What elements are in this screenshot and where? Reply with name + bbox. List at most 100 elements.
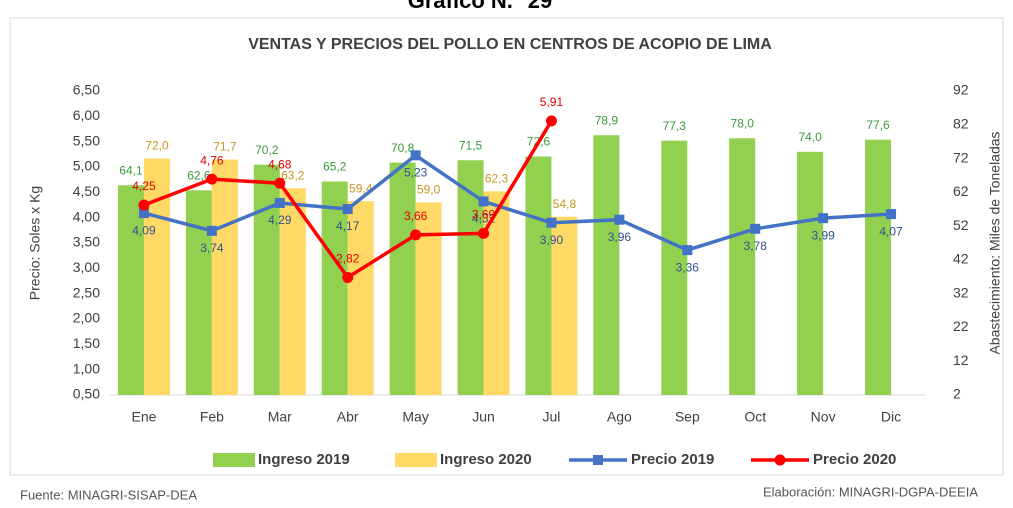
data-label: 3,36 <box>676 260 700 274</box>
y-tick-label: 6,50 <box>73 82 100 98</box>
marker <box>682 245 693 256</box>
marker <box>886 209 897 220</box>
source-note: Fuente: MINAGRI-SISAP-DEA <box>20 487 197 502</box>
x-tick-label: Jul <box>543 409 561 425</box>
data-label: 3,74 <box>200 241 224 255</box>
x-tick-label: Feb <box>200 409 224 425</box>
marker <box>138 208 149 219</box>
x-tick-label: Ene <box>131 409 156 425</box>
y2-tick-label: 42 <box>953 251 969 267</box>
bar <box>389 162 416 395</box>
y2-tick-label: 22 <box>953 318 969 334</box>
legend-marker <box>593 455 603 465</box>
marker <box>478 227 490 239</box>
data-label: 5,91 <box>540 95 564 109</box>
y-tick-label: 4,00 <box>73 208 100 224</box>
data-label: 4,68 <box>268 157 292 171</box>
bar <box>729 138 756 396</box>
data-label: 4,29 <box>268 213 292 227</box>
legend-swatch <box>213 453 255 467</box>
marker <box>818 213 829 224</box>
y2-tick-label: 62 <box>953 183 969 199</box>
marker <box>206 173 218 185</box>
y-tick-label: 5,50 <box>73 132 100 148</box>
data-label: 72,0 <box>145 139 169 153</box>
data-label: 3,66 <box>404 209 428 223</box>
y2-tick-label: 12 <box>953 352 969 368</box>
data-label: 3,90 <box>540 233 564 247</box>
legend-label: Ingreso 2019 <box>258 451 350 468</box>
marker <box>274 197 285 208</box>
data-label: 70,8 <box>391 141 415 155</box>
legend-marker <box>774 454 786 466</box>
y2-tick-label: 32 <box>953 284 969 300</box>
y-tick-label: 6,00 <box>73 107 100 123</box>
bar <box>865 139 892 395</box>
legend-label: Precio 2019 <box>631 451 714 468</box>
y2-tick-label: 82 <box>953 115 969 131</box>
data-label: 62,3 <box>485 171 509 185</box>
data-label: 4,09 <box>132 223 156 237</box>
data-label: 3,99 <box>811 228 835 242</box>
data-label: 5,23 <box>404 166 428 180</box>
x-tick-label: Ago <box>607 409 632 425</box>
data-label: 59,0 <box>417 183 441 197</box>
data-label: 4,76 <box>200 153 224 167</box>
data-label: 4,17 <box>336 219 360 233</box>
marker <box>274 177 286 189</box>
data-label: 2,82 <box>336 252 360 266</box>
y-tick-label: 4,50 <box>73 183 100 199</box>
data-label: 3,96 <box>608 230 632 244</box>
data-label: 74,0 <box>798 130 822 144</box>
data-label: 64,1 <box>119 163 143 177</box>
data-label: 77,6 <box>866 118 890 132</box>
y2-tick-label: 52 <box>953 217 969 233</box>
marker <box>410 229 422 241</box>
bar <box>661 140 688 395</box>
y-axis-title: Precio: Soles x Kg <box>27 186 43 300</box>
data-label: 71,5 <box>459 138 483 152</box>
chart-title: VENTAS Y PRECIOS DEL POLLO EN CENTROS DE… <box>248 36 772 53</box>
marker <box>750 223 761 234</box>
x-tick-label: Nov <box>811 409 836 425</box>
marker <box>546 217 557 228</box>
data-label: 70,2 <box>255 143 279 157</box>
y2-axis-title: Abastecimiento: Miles de Toneladas <box>987 131 1003 354</box>
data-label: 63,2 <box>281 168 305 182</box>
y-tick-label: 3,50 <box>73 234 100 250</box>
marker <box>614 214 625 225</box>
data-label: 71,7 <box>213 140 237 154</box>
marker <box>342 271 354 283</box>
data-label: 78,0 <box>731 116 755 130</box>
marker <box>545 115 557 127</box>
data-label: 65,2 <box>323 160 347 174</box>
legend-label: Ingreso 2020 <box>440 451 532 468</box>
x-tick-label: May <box>402 409 428 425</box>
data-label: 62,6 <box>187 168 211 182</box>
x-tick-label: Dic <box>881 409 901 425</box>
y-tick-label: 5,00 <box>73 158 100 174</box>
bar <box>279 188 306 395</box>
bar <box>321 181 348 395</box>
bar <box>117 185 144 395</box>
marker <box>342 204 353 215</box>
y-tick-label: 3,00 <box>73 259 100 275</box>
data-label: 4,07 <box>879 224 903 238</box>
marker <box>410 150 421 161</box>
data-label: 54,8 <box>553 197 577 211</box>
bar <box>551 216 578 395</box>
x-tick-label: Oct <box>744 409 766 425</box>
y-tick-label: 2,50 <box>73 284 100 300</box>
x-tick-label: Jun <box>472 409 495 425</box>
y-tick-label: 1,50 <box>73 335 100 351</box>
bar <box>525 156 552 395</box>
data-label: 77,3 <box>663 119 687 133</box>
y-tick-label: 2,00 <box>73 310 100 326</box>
bar <box>593 135 620 395</box>
data-label: 78,9 <box>595 113 619 127</box>
legend-swatch <box>395 453 437 467</box>
legend-label: Precio 2020 <box>813 451 896 468</box>
line <box>143 153 892 252</box>
marker <box>206 225 217 236</box>
y-tick-label: 0,50 <box>73 386 100 402</box>
